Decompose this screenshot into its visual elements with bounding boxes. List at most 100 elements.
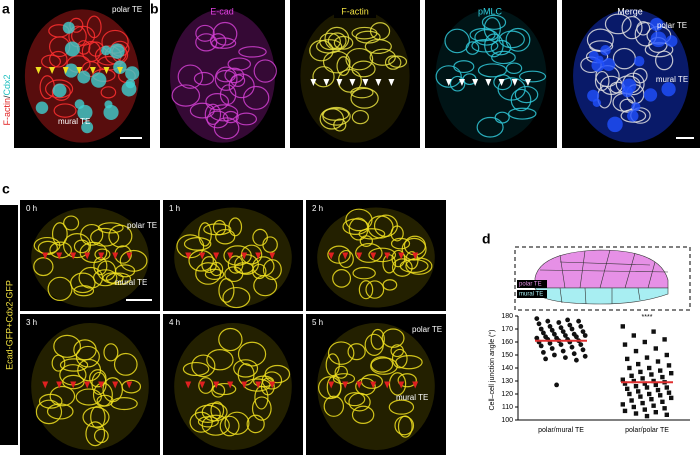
cell bbox=[316, 39, 343, 54]
channel-label: F-actin bbox=[341, 6, 369, 16]
cell bbox=[211, 37, 237, 49]
arrowhead bbox=[384, 252, 391, 260]
panel-label: a bbox=[2, 1, 10, 17]
cell bbox=[224, 411, 250, 435]
cell bbox=[344, 392, 366, 407]
point bbox=[554, 382, 559, 388]
arrowhead bbox=[112, 381, 119, 389]
cell bbox=[322, 106, 351, 126]
point bbox=[547, 340, 553, 346]
cell bbox=[62, 374, 85, 390]
cell bbox=[351, 109, 369, 125]
nucleus bbox=[600, 45, 611, 56]
point bbox=[620, 377, 625, 382]
point bbox=[633, 411, 639, 416]
label-box bbox=[0, 205, 18, 445]
cell bbox=[391, 348, 408, 369]
arrowhead bbox=[185, 252, 192, 260]
cell bbox=[382, 254, 397, 274]
point bbox=[653, 346, 658, 351]
y-tick-label: 100 bbox=[501, 417, 513, 424]
point bbox=[569, 326, 575, 332]
cell bbox=[195, 24, 215, 42]
nucleus bbox=[74, 99, 85, 109]
cell bbox=[351, 26, 378, 40]
channel-label: Merge bbox=[617, 6, 643, 16]
point bbox=[578, 342, 584, 347]
point bbox=[534, 335, 540, 341]
point bbox=[560, 348, 566, 354]
cell bbox=[102, 377, 124, 403]
point bbox=[545, 318, 551, 324]
arrowhead bbox=[375, 79, 382, 86]
point bbox=[636, 389, 641, 394]
point bbox=[538, 343, 544, 349]
nucleus bbox=[64, 41, 80, 57]
cell bbox=[191, 354, 216, 378]
arrowhead bbox=[458, 79, 465, 86]
cell bbox=[93, 269, 118, 287]
point bbox=[541, 330, 546, 336]
y-tick-label: 110 bbox=[502, 404, 513, 411]
cell bbox=[358, 280, 374, 300]
point bbox=[558, 325, 564, 331]
arrowhead bbox=[126, 381, 133, 389]
point bbox=[541, 350, 546, 355]
arrowhead bbox=[56, 252, 63, 260]
arrowhead bbox=[98, 252, 105, 260]
point bbox=[567, 322, 573, 328]
cell bbox=[66, 55, 91, 73]
x-tick-label: polar/polar TE bbox=[625, 427, 669, 434]
arrowhead bbox=[49, 67, 56, 74]
arrowhead bbox=[213, 252, 220, 260]
arrowhead bbox=[98, 381, 105, 389]
point bbox=[580, 329, 586, 334]
cell bbox=[219, 415, 240, 437]
cell bbox=[213, 117, 240, 140]
cell bbox=[238, 46, 267, 58]
cell bbox=[334, 365, 348, 379]
arrowhead bbox=[485, 79, 492, 86]
time-label: 4 h bbox=[169, 318, 180, 327]
region-label: mural TE bbox=[115, 278, 147, 287]
chart: 100 110 120 130 140 150 160 170 180 polar/mural T… bbox=[501, 313, 690, 434]
nucleus bbox=[627, 110, 639, 122]
point bbox=[625, 386, 630, 391]
point bbox=[649, 372, 654, 377]
point bbox=[629, 398, 634, 403]
cell bbox=[204, 103, 222, 125]
cell bbox=[397, 373, 417, 388]
cell bbox=[327, 341, 355, 365]
region-label: mural TE bbox=[396, 393, 428, 402]
nucleus bbox=[121, 81, 137, 97]
cell bbox=[347, 343, 366, 361]
arrowhead bbox=[227, 252, 234, 260]
region-label: polar TE bbox=[657, 21, 687, 30]
arrowhead bbox=[126, 252, 133, 260]
nucleus bbox=[35, 101, 49, 115]
point bbox=[651, 329, 656, 334]
cell bbox=[234, 254, 259, 275]
cell bbox=[345, 208, 373, 232]
cell bbox=[391, 249, 406, 268]
panel-label: c bbox=[2, 181, 10, 197]
cell bbox=[63, 215, 80, 231]
point bbox=[664, 412, 669, 417]
cell bbox=[188, 249, 214, 272]
point bbox=[633, 348, 639, 354]
point bbox=[638, 369, 643, 375]
cell bbox=[49, 385, 76, 407]
nucleus bbox=[91, 72, 107, 88]
point bbox=[560, 329, 566, 334]
cell bbox=[246, 414, 265, 434]
diagram-label: mural TE bbox=[519, 292, 543, 298]
nucleus bbox=[52, 83, 67, 98]
cell bbox=[35, 399, 63, 425]
arrowhead bbox=[255, 252, 262, 260]
arrowhead bbox=[70, 252, 77, 260]
arrowhead bbox=[56, 381, 63, 389]
cell bbox=[49, 50, 68, 68]
cell bbox=[33, 257, 54, 277]
cell bbox=[476, 116, 504, 138]
